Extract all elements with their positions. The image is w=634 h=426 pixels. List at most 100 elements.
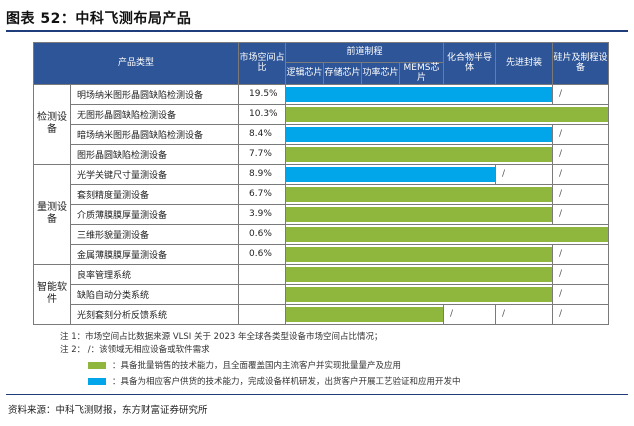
product-name: 图形晶圆缺陷检测设备 [70, 143, 239, 165]
no-demand-cell: / [552, 303, 609, 325]
table-body: 检测设备 明场纳米图形晶圆缺陷检测设备 19.5% / 无图形晶圆缺陷检测设备 10.3%… [33, 83, 609, 325]
market-share: 3.9% [238, 203, 286, 225]
capability-bar-green [286, 286, 552, 302]
no-demand-cell: / [552, 143, 609, 165]
no-demand-cell: / [552, 163, 609, 185]
group-label: 检测设备 [33, 83, 71, 165]
table-row: 暗场纳米图形晶圆缺陷检测设备 8.4% / [34, 123, 609, 145]
table-row: 光刻套刻分析反馈系统 / / / [34, 303, 609, 325]
group-label: 量测设备 [33, 163, 71, 265]
capability-cell [285, 103, 609, 125]
no-demand-cell: / [443, 303, 496, 325]
capability-bar-blue [286, 126, 552, 142]
product-name: 缺陷自动分类系统 [70, 283, 239, 305]
capability-cell [285, 223, 609, 245]
market-share: 8.9% [238, 163, 286, 185]
legend-blue-swatch [88, 378, 106, 385]
capability-cell [285, 183, 553, 205]
legend-green: ：具备批量销售的技术能力，且全面覆盖国内主流客户并实现批量量产及应用 [88, 359, 401, 371]
product-name: 光学关键尺寸量测设备 [70, 163, 239, 185]
table-row: 检测设备 明场纳米图形晶圆缺陷检测设备 19.5% / [33, 83, 609, 165]
capability-cell [285, 163, 496, 185]
market-share: 19.5% [238, 83, 286, 105]
header-power: 功率芯片 [361, 62, 400, 85]
group-label: 智能软件 [33, 263, 71, 325]
table-row: 无图形晶圆缺陷检测设备 10.3% [34, 103, 609, 125]
capability-bar-green [286, 106, 608, 122]
header-wafer: 硅片及制程设备 [552, 42, 609, 85]
product-table: 产品类型 市场空间占比 前道制程 化合物半导体 先进封装 硅片及制程设备 逻辑芯… [33, 42, 609, 325]
no-demand-cell: / [495, 163, 553, 185]
capability-cell [285, 123, 553, 145]
capability-cell [285, 243, 553, 265]
no-demand-cell: / [552, 83, 609, 105]
source-rule [6, 394, 628, 395]
table-header: 产品类型 市场空间占比 前道制程 化合物半导体 先进封装 硅片及制程设备 逻辑芯… [33, 42, 609, 85]
no-demand-cell: / [552, 183, 609, 205]
product-table-wrap: 产品类型 市场空间占比 前道制程 化合物半导体 先进封装 硅片及制程设备 逻辑芯… [33, 42, 609, 325]
no-demand-cell: / [552, 263, 609, 285]
market-share [238, 263, 286, 285]
capability-bar-green [286, 246, 552, 262]
capability-cell [285, 303, 444, 325]
legend-blue: ：具备为相应客户供货的技术能力，完成设备样机研发，出货客户开展工艺验证和应用开发… [88, 375, 461, 387]
note-2: 注 2： /：该领域无相应设备或软件需求 [60, 345, 210, 355]
table-row: 图形晶圆缺陷检测设备 7.7% / [34, 143, 609, 165]
product-name: 金属薄膜膜厚量测设备 [70, 243, 239, 265]
product-name: 套刻精度量测设备 [70, 183, 239, 205]
capability-bar-green [286, 206, 552, 222]
table-row: 缺陷自动分类系统 / [34, 283, 609, 305]
table-row: 量测设备 光学关键尺寸量测设备 8.9% / / [33, 163, 609, 265]
table-row: 套刻精度量测设备 6.7% / [34, 183, 609, 205]
market-share: 7.7% [238, 143, 286, 165]
table-row: 三维形貌量测设备 0.6% [34, 223, 609, 245]
market-share: 0.6% [238, 243, 286, 265]
product-name: 无图形晶圆缺陷检测设备 [70, 103, 239, 125]
capability-bar-green [286, 266, 552, 282]
header-front: 前道制程 [285, 42, 444, 63]
market-share: 0.6% [238, 223, 286, 245]
header-product: 产品类型 [33, 42, 239, 85]
capability-cell [285, 203, 553, 225]
no-demand-cell: / [552, 243, 609, 265]
legend-green-swatch [88, 362, 106, 369]
capability-cell [285, 263, 553, 285]
capability-cell [285, 83, 553, 105]
product-name: 三维形貌量测设备 [70, 223, 239, 245]
product-name: 良率管理系统 [70, 263, 239, 285]
title-rule [6, 30, 628, 32]
market-share: 10.3% [238, 103, 286, 125]
chart-title: 图表 52：中科飞测布局产品 [6, 11, 192, 27]
header-adv: 先进封装 [495, 42, 553, 85]
no-demand-cell: / [495, 303, 553, 325]
no-demand-cell: / [552, 283, 609, 305]
capability-bar-green [286, 306, 443, 322]
product-name: 介质薄膜膜厚量测设备 [70, 203, 239, 225]
legend-blue-text: ：具备为相应客户供货的技术能力，完成设备样机研发，出货客户开展工艺验证和应用开发… [112, 377, 461, 387]
table-row: 介质薄膜膜厚量测设备 3.9% / [34, 203, 609, 225]
market-share [238, 303, 286, 325]
no-demand-cell: / [552, 123, 609, 145]
legend-green-text: ：具备批量销售的技术能力，且全面覆盖国内主流客户并实现批量量产及应用 [112, 361, 402, 371]
capability-bar-green [286, 226, 608, 242]
capability-bar-blue [286, 166, 495, 182]
product-name: 光刻套刻分析反馈系统 [70, 303, 239, 325]
market-share: 6.7% [238, 183, 286, 205]
table-row: 金属薄膜膜厚量测设备 0.6% / [34, 243, 609, 265]
market-share: 8.4% [238, 123, 286, 145]
product-name: 明场纳米图形晶圆缺陷检测设备 [70, 83, 239, 105]
table-row: 智能软件 良率管理系统 / [33, 263, 609, 325]
header-share: 市场空间占比 [238, 42, 286, 85]
note-1: 注 1：市场空间占比数据来源 VLSI 关于 2023 年全球各类型设备市场空间… [60, 332, 383, 342]
source-note: 资料来源：中科飞测财报，东方财富证券研究所 [8, 405, 208, 416]
header-memory: 存储芯片 [323, 62, 362, 85]
capability-bar-green [286, 186, 552, 202]
header-mems: MEMS芯片 [399, 62, 444, 85]
no-demand-cell: / [552, 203, 609, 225]
market-share [238, 283, 286, 305]
header-logic: 逻辑芯片 [285, 62, 324, 85]
capability-bar-green [286, 146, 552, 162]
capability-cell [285, 143, 553, 165]
capability-bar-blue [286, 86, 552, 102]
header-compound: 化合物半导体 [443, 42, 496, 85]
